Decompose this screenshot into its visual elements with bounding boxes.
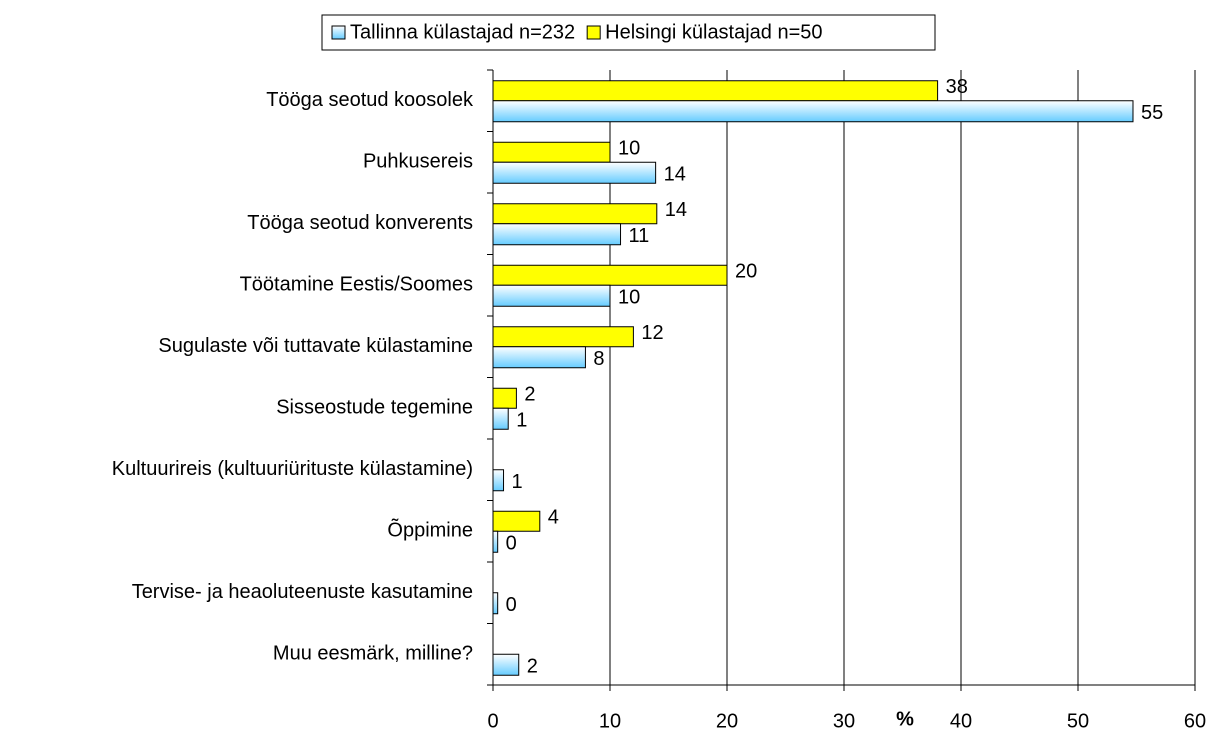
data-label: 2	[524, 384, 535, 406]
data-label: 1	[516, 410, 527, 432]
x-tick-label: 30	[833, 710, 855, 732]
y-tick-label: Tööga seotud koosolek	[266, 89, 474, 111]
data-label: 2	[527, 656, 538, 678]
data-label: 0	[506, 533, 517, 555]
data-label: 14	[664, 164, 686, 186]
y-tick-label: Muu eesmärk, milline?	[273, 643, 473, 665]
y-tick-label: Tööga seotud konverents	[247, 212, 473, 234]
data-label: 12	[641, 322, 663, 344]
y-tick-label: Puhkusereis	[363, 151, 473, 173]
legend-label: Helsingi külastajad n=50	[605, 21, 822, 43]
legend-marker	[331, 25, 346, 40]
data-label: 1	[512, 471, 523, 493]
bar	[492, 530, 499, 553]
y-tick-label: Tervise- ja heaoluteenuste kasutamine	[132, 581, 473, 603]
legend-label: Tallinna külastajad n=232	[350, 21, 575, 43]
y-tick-label: Töötamine Eestis/Soomes	[240, 274, 473, 296]
bar	[492, 80, 939, 102]
x-tick-label: 0	[487, 710, 498, 732]
data-label: 0	[506, 594, 517, 616]
data-label: 10	[618, 287, 640, 309]
legend-marker	[586, 25, 601, 40]
bar	[492, 653, 520, 676]
data-label: 4	[548, 507, 559, 529]
y-tick-label: Õppimine	[387, 518, 473, 542]
data-label: 10	[618, 138, 640, 160]
bar	[492, 346, 586, 369]
x-tick-label: 10	[599, 710, 621, 732]
bar	[492, 284, 611, 307]
y-tick-label: Sugulaste või tuttavate külastamine	[158, 335, 473, 357]
bar	[492, 510, 541, 532]
data-label: 38	[946, 76, 968, 98]
x-axis-label: %	[896, 708, 914, 730]
bar	[492, 161, 657, 184]
bar	[492, 407, 509, 430]
x-tick-label: 20	[716, 710, 738, 732]
y-tick-label: Sisseostude tegemine	[276, 397, 473, 419]
x-tick-label: 40	[950, 710, 972, 732]
legend-box	[321, 14, 936, 51]
bar	[492, 100, 1134, 123]
data-label: 55	[1141, 102, 1163, 124]
y-tick-label: Kultuurireis (kultuuriürituste külastami…	[112, 458, 473, 480]
data-label: 20	[735, 261, 757, 283]
data-label: 8	[593, 348, 604, 370]
data-label: 11	[629, 225, 650, 247]
bar	[492, 387, 517, 409]
x-tick-label: 50	[1067, 710, 1089, 732]
x-tick-label: 60	[1184, 710, 1206, 732]
bar	[492, 141, 611, 163]
bar	[492, 592, 499, 615]
bar	[492, 223, 622, 246]
bar	[492, 469, 505, 492]
data-label: 14	[665, 199, 687, 221]
bar	[492, 264, 728, 286]
bar	[492, 203, 658, 225]
bar	[492, 326, 634, 348]
